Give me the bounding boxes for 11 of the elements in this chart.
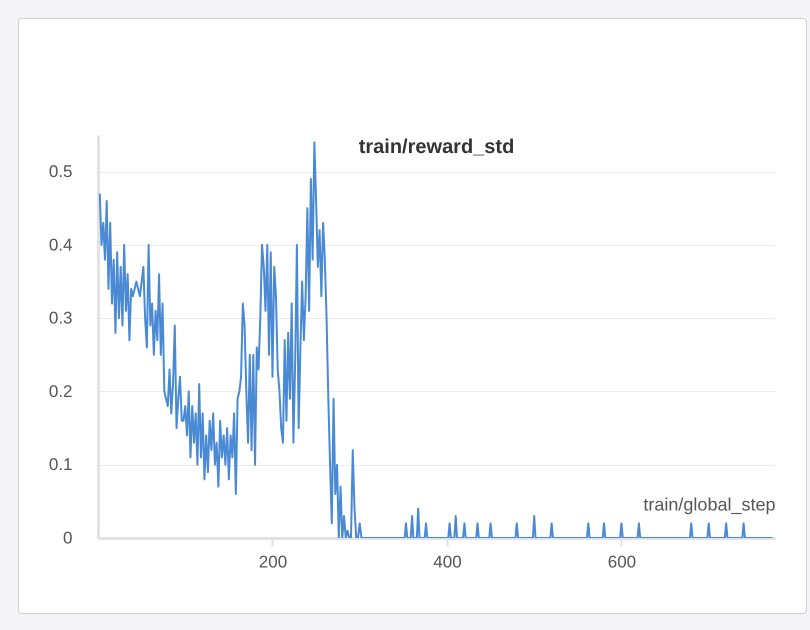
- x-tick-label: 600: [608, 552, 636, 572]
- x-tick-label: 200: [258, 552, 288, 572]
- y-tick-label: 0.3: [48, 308, 72, 328]
- y-tick-label: 0.5: [48, 162, 72, 182]
- x-axis-title: train/global_step: [643, 494, 776, 514]
- y-tick-label: 0.2: [48, 382, 72, 401]
- chart-title: train/reward_std: [358, 136, 514, 158]
- y-tick-label: 0.4: [48, 235, 72, 254]
- y-tick-label: 0.1: [48, 455, 72, 474]
- x-tick-label: 400: [433, 552, 462, 572]
- y-tick-label: 0: [63, 528, 72, 548]
